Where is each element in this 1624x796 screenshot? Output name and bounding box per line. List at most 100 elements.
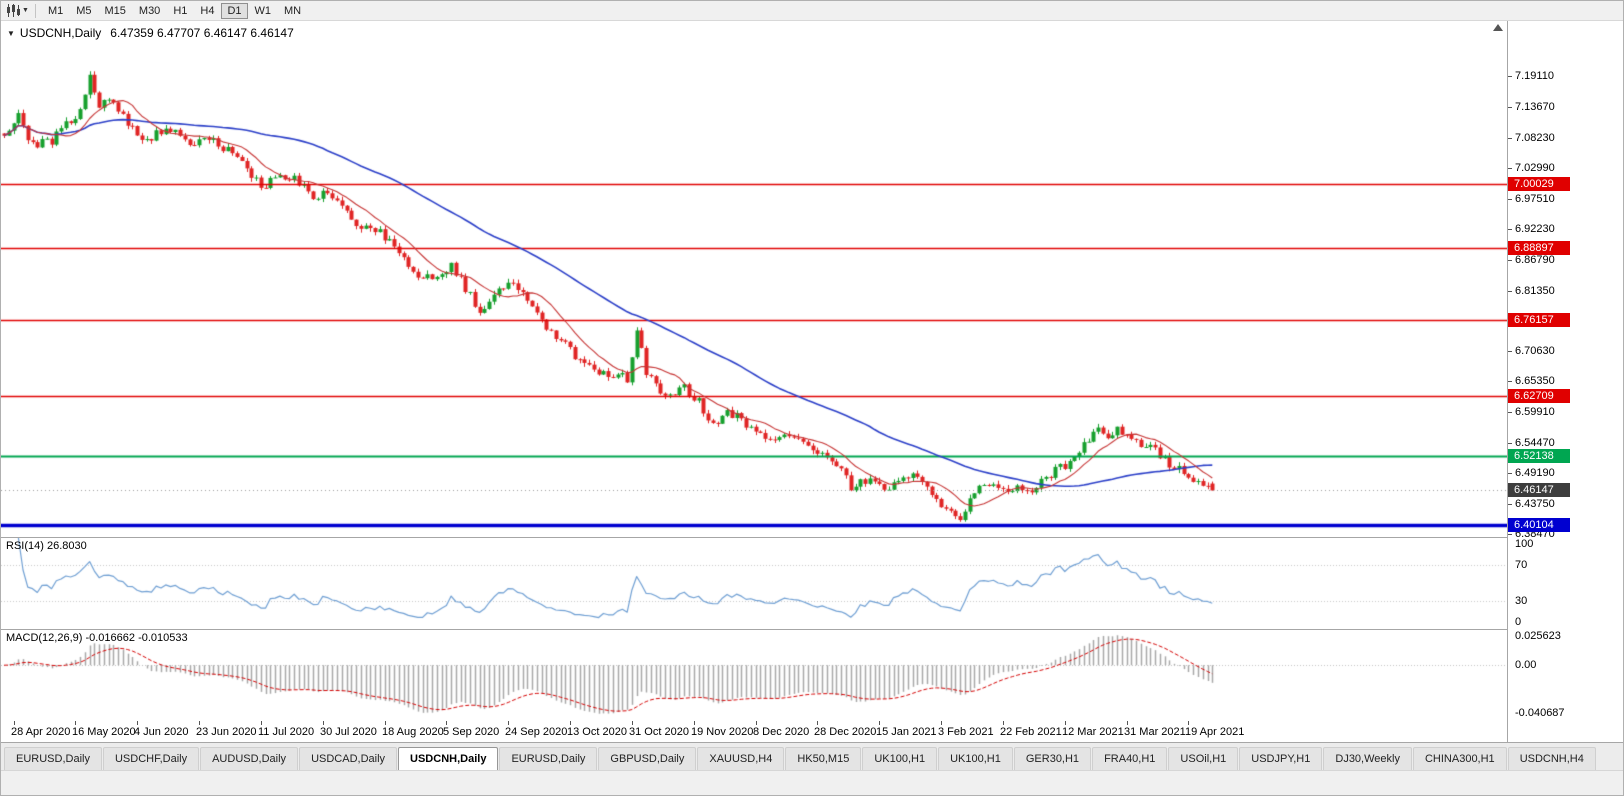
time-axis[interactable]: 28 Apr 2020 16 May 2020 4 Jun 2020 23 Jun 2… bbox=[1, 720, 1507, 742]
panel-separator[interactable] bbox=[1, 629, 1623, 630]
toolbar-separator bbox=[34, 3, 36, 18]
date-label: 31 Oct 2020 bbox=[629, 726, 689, 738]
chart-tab-usdcnh-daily[interactable]: USDCNH,Daily bbox=[398, 747, 499, 770]
price-tick-mark bbox=[1508, 138, 1512, 139]
candlestick-icon-glyph bbox=[7, 4, 20, 17]
one-click-trading-toggle-icon[interactable]: ▼ bbox=[7, 28, 15, 38]
chart-tab-usdchf-daily[interactable]: USDCHF,Daily bbox=[102, 747, 200, 770]
price-badge-6.52138: 6.52138 bbox=[1508, 449, 1570, 463]
date-tick-mark bbox=[75, 721, 76, 725]
price-axis[interactable]: 7.19110 7.13670 7.08230 7.02990 6.97510 6.922… bbox=[1507, 21, 1623, 742]
price-tick-label: 6.54470 bbox=[1515, 437, 1555, 449]
rsi-indicator-label: RSI(14) 26.8030 bbox=[6, 540, 87, 552]
chart-tab-ger30-h1[interactable]: GER30,H1 bbox=[1013, 747, 1092, 770]
rsi-axis-label: 0 bbox=[1515, 616, 1522, 628]
date-label: 23 Jun 2020 bbox=[196, 726, 257, 738]
date-tick-mark bbox=[323, 721, 324, 725]
date-label: 28 Apr 2020 bbox=[11, 726, 71, 738]
price-tick-label: 6.70630 bbox=[1515, 345, 1555, 357]
timeframe-button-h4[interactable]: H4 bbox=[200, 4, 215, 17]
rsi-indicator-canvas[interactable] bbox=[1, 537, 1507, 629]
price-tick-mark bbox=[1508, 473, 1512, 474]
timeframe-button-m1[interactable]: M1 bbox=[47, 4, 64, 17]
price-tick-label: 6.97510 bbox=[1515, 193, 1555, 205]
date-tick-mark bbox=[1127, 721, 1128, 725]
chart-tab-usoil-h1[interactable]: USOil,H1 bbox=[1168, 747, 1239, 770]
chart-tab-xauusd-h4[interactable]: XAUUSD,H4 bbox=[697, 747, 785, 770]
timeframe-buttons: M1 M5 M15 M30 H1 H4 D1 W1 MN bbox=[42, 2, 308, 19]
price-tick-mark bbox=[1508, 534, 1512, 535]
status-bar bbox=[1, 770, 1623, 795]
price-badge-6.62709: 6.62709 bbox=[1508, 389, 1570, 403]
timeframe-button-mn[interactable]: MN bbox=[284, 4, 302, 17]
price-tick-mark bbox=[1508, 443, 1512, 444]
date-label: 13 Oct 2020 bbox=[567, 726, 627, 738]
chart-tab-dj30-weekly[interactable]: DJ30,Weekly bbox=[1323, 747, 1412, 770]
price-badge-7.00029: 7.00029 bbox=[1508, 177, 1570, 191]
macd-indicator-canvas[interactable] bbox=[1, 629, 1507, 720]
chart-tab-audusd-daily[interactable]: AUDUSD,Daily bbox=[200, 747, 299, 770]
date-label: 5 Sep 2020 bbox=[443, 726, 500, 738]
macd-indicator-label: MACD(12,26,9) -0.016662 -0.010533 bbox=[6, 632, 188, 644]
date-tick-mark bbox=[694, 721, 695, 725]
price-tick-label: 6.49190 bbox=[1515, 467, 1555, 479]
timeframe-button-w1[interactable]: W1 bbox=[254, 4, 272, 17]
timeframe-button-d1[interactable]: D1 bbox=[221, 2, 248, 19]
date-tick-mark bbox=[570, 721, 571, 725]
date-label: 16 May 2020 bbox=[72, 726, 136, 738]
date-label: 12 Mar 2021 bbox=[1062, 726, 1124, 738]
macd-axis-label-zero: 0.00 bbox=[1515, 659, 1537, 671]
chart-type-icon[interactable] bbox=[5, 4, 21, 18]
price-tick-mark bbox=[1508, 199, 1512, 200]
date-label: 30 Jul 2020 bbox=[320, 726, 377, 738]
price-badge-6.88897: 6.88897 bbox=[1508, 241, 1570, 255]
date-tick-mark bbox=[941, 721, 942, 725]
macd-axis-label-top: 0.025623 bbox=[1515, 630, 1561, 642]
rsi-axis-label: 100 bbox=[1515, 538, 1534, 550]
chart-tab-hk50-m15[interactable]: HK50,M15 bbox=[785, 747, 862, 770]
chart-tab-usdcnh-h4[interactable]: USDCNH,H4 bbox=[1507, 747, 1596, 770]
chart-tab-usdjpy-h1[interactable]: USDJPY,H1 bbox=[1239, 747, 1323, 770]
chart-tab-uk100-h1[interactable]: UK100,H1 bbox=[862, 747, 938, 770]
chart-tab-china300-h1[interactable]: CHINA300,H1 bbox=[1412, 747, 1507, 770]
date-tick-mark bbox=[385, 721, 386, 725]
timeframe-button-h1[interactable]: H1 bbox=[173, 4, 188, 17]
date-tick-mark bbox=[1188, 721, 1189, 725]
price-tick-mark bbox=[1508, 107, 1512, 108]
date-tick-mark bbox=[1065, 721, 1066, 725]
price-tick-mark bbox=[1508, 260, 1512, 261]
chart-tab-usdcad-daily[interactable]: USDCAD,Daily bbox=[299, 747, 398, 770]
date-label: 3 Feb 2021 bbox=[938, 726, 994, 738]
rsi-axis-label: 70 bbox=[1515, 559, 1528, 571]
chart-type-dropdown-caret-icon[interactable]: ▼ bbox=[22, 7, 29, 14]
price-tick-mark bbox=[1508, 291, 1512, 292]
price-tick-label: 6.81350 bbox=[1515, 285, 1555, 297]
chart-tab-eurusd-daily[interactable]: EURUSD,Daily bbox=[499, 747, 598, 770]
price-tick-label: 6.43750 bbox=[1515, 498, 1555, 510]
price-tick-label: 7.19110 bbox=[1515, 70, 1554, 82]
date-tick-mark bbox=[446, 721, 447, 725]
chart-shift-marker bbox=[1493, 24, 1503, 31]
ohlc-info-line: ▼ USDCNH,Daily 6.47359 6.47707 6.46147 6… bbox=[7, 26, 294, 40]
timeframe-button-m5[interactable]: M5 bbox=[76, 4, 92, 17]
date-label: 11 Jul 2020 bbox=[258, 726, 315, 738]
price-tick-mark bbox=[1508, 412, 1512, 413]
price-badge-6.40104: 6.40104 bbox=[1508, 518, 1570, 532]
price-badge-6.76157: 6.76157 bbox=[1508, 313, 1570, 327]
chart-tab-eurusd-daily[interactable]: EURUSD,Daily bbox=[4, 747, 102, 770]
date-tick-mark bbox=[261, 721, 262, 725]
timeframe-button-m30[interactable]: M30 bbox=[138, 4, 161, 17]
timeframe-toolbar: ▼ M1 M5 M15 M30 H1 H4 D1 W1 MN bbox=[1, 1, 1623, 21]
chart-tab-gbpusd-daily[interactable]: GBPUSD,Daily bbox=[598, 747, 697, 770]
timeframe-button-m15[interactable]: M15 bbox=[104, 4, 126, 17]
chart-tab-uk100-h1[interactable]: UK100,H1 bbox=[938, 747, 1013, 770]
price-chart-canvas[interactable] bbox=[1, 21, 1507, 537]
price-tick-label: 6.65350 bbox=[1515, 375, 1555, 387]
rsi-axis-label: 30 bbox=[1515, 595, 1528, 607]
price-tick-mark bbox=[1508, 168, 1512, 169]
price-tick-mark bbox=[1508, 76, 1512, 77]
price-tick-label: 6.59910 bbox=[1515, 406, 1555, 418]
price-tick-mark bbox=[1508, 504, 1512, 505]
chart-tab-fra40-h1[interactable]: FRA40,H1 bbox=[1092, 747, 1168, 770]
panel-separator[interactable] bbox=[1, 537, 1623, 538]
